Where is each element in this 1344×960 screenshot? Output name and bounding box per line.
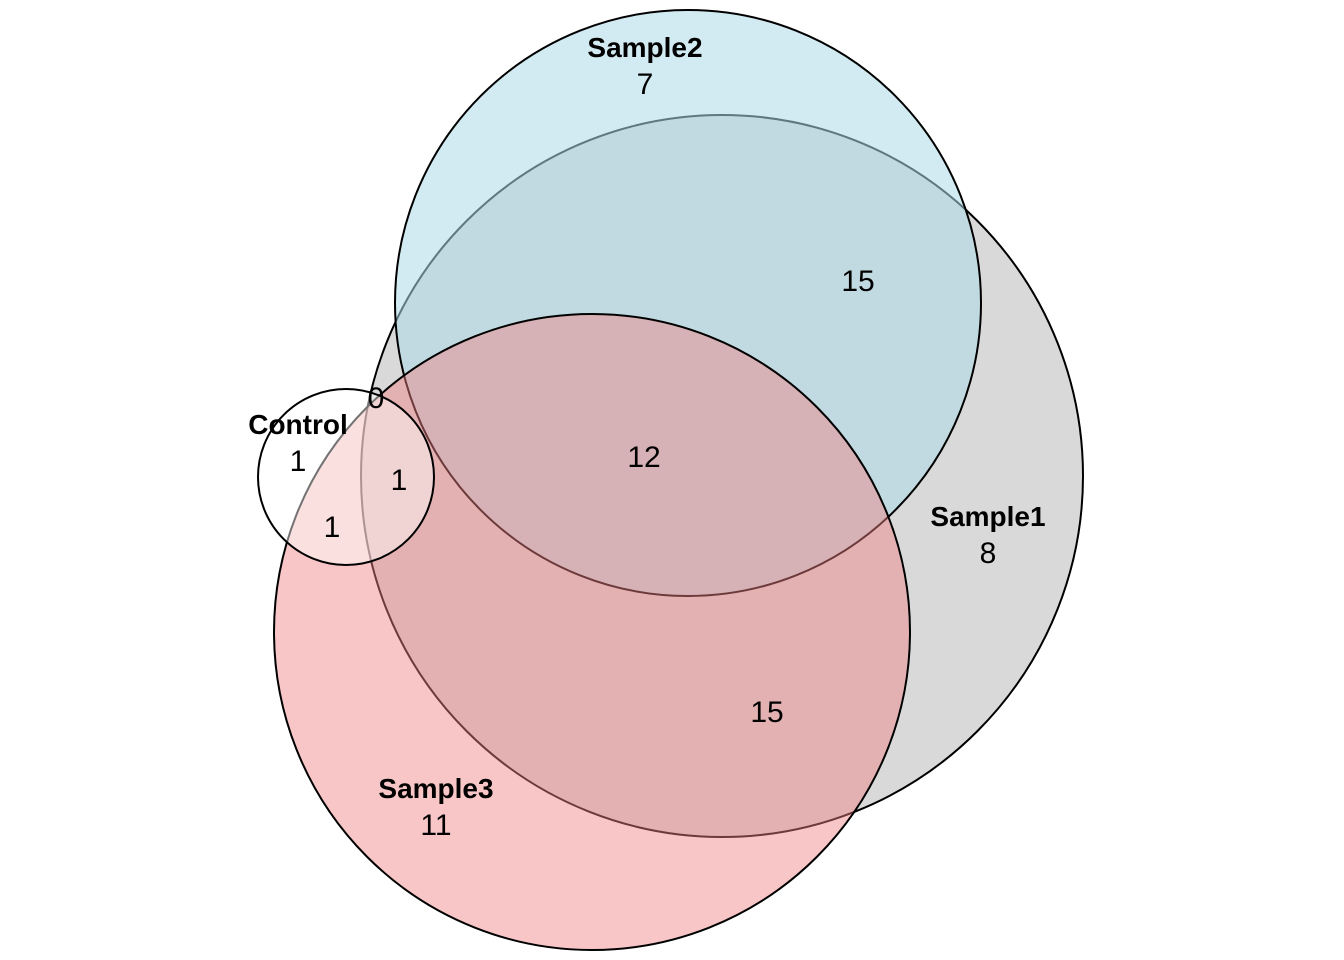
control-all-count: 0 bbox=[368, 382, 385, 415]
control-circle bbox=[257, 388, 435, 566]
sample1-label: Sample1 bbox=[930, 501, 1045, 532]
sample2-only-count: 7 bbox=[637, 68, 654, 101]
control-sample3-count: 1 bbox=[324, 511, 341, 544]
sample2-label: Sample2 bbox=[587, 32, 702, 63]
sample1-sample3-count: 15 bbox=[750, 696, 783, 729]
sample3-only-count: 11 bbox=[420, 809, 451, 842]
control-sample1-sample3-count: 1 bbox=[391, 464, 408, 497]
control-only-count: 1 bbox=[290, 445, 307, 478]
sample1-sample2-sample3-count: 12 bbox=[627, 441, 660, 474]
sample1-sample2-count: 15 bbox=[841, 265, 874, 298]
sample2-circle bbox=[394, 9, 982, 597]
sample3-label: Sample3 bbox=[378, 773, 493, 804]
control-label: Control bbox=[248, 409, 348, 440]
sample1-only-count: 8 bbox=[980, 537, 997, 570]
